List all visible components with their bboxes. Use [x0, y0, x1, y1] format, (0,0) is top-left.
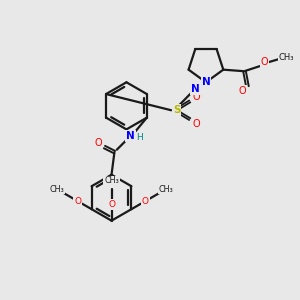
Text: N: N: [191, 84, 200, 94]
Text: O: O: [260, 57, 268, 67]
Text: S: S: [173, 105, 180, 115]
Text: O: O: [95, 138, 102, 148]
Text: CH₃: CH₃: [50, 185, 64, 194]
Text: CH₃: CH₃: [104, 176, 119, 185]
Text: O: O: [192, 92, 200, 102]
Text: CH₃: CH₃: [158, 185, 173, 194]
Text: O: O: [238, 85, 246, 96]
Text: O: O: [74, 196, 81, 206]
Text: N: N: [126, 131, 135, 141]
Text: O: O: [192, 119, 200, 129]
Text: N: N: [202, 77, 210, 87]
Text: O: O: [142, 196, 149, 206]
Text: CH₃: CH₃: [279, 52, 294, 62]
Text: O: O: [108, 200, 115, 209]
Text: H: H: [136, 133, 143, 142]
